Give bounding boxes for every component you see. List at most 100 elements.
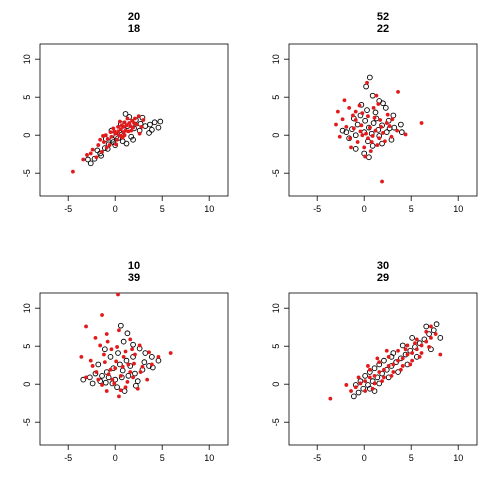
y-tick-label: 0 xyxy=(22,382,32,387)
y-tick-label: -5 xyxy=(22,169,32,177)
filled-dot-point xyxy=(334,122,338,127)
filled-dot-point xyxy=(379,124,384,129)
filled-dot-point xyxy=(366,364,370,368)
open-circle-point xyxy=(372,109,379,116)
filled-dot-point xyxy=(149,362,154,367)
filled-dot-point xyxy=(137,131,142,136)
filled-dot-point xyxy=(100,383,104,387)
filled-dot-point xyxy=(106,372,111,377)
filled-dot-point xyxy=(400,364,405,368)
filled-dot-point xyxy=(372,373,377,378)
x-tick-label: 0 xyxy=(113,453,118,463)
y-tick-label: 0 xyxy=(22,133,32,138)
filled-dot-point xyxy=(374,93,379,98)
filled-dot-point xyxy=(335,109,340,114)
y-tick-label: 5 xyxy=(271,95,281,100)
filled-dot-point xyxy=(378,118,383,122)
filled-dot-point xyxy=(358,129,363,134)
open-circle-point xyxy=(130,136,136,143)
open-circle-point xyxy=(141,359,148,366)
filled-dot-point xyxy=(366,114,370,119)
filled-dot-point xyxy=(128,370,133,374)
open-circle-point xyxy=(398,129,405,136)
filled-dot-point xyxy=(363,389,368,393)
open-circle-point xyxy=(381,357,387,364)
filled-dot-point xyxy=(427,345,431,349)
open-circle-point xyxy=(95,361,102,368)
open-circle-point xyxy=(146,130,152,136)
filled-dot-point xyxy=(121,354,126,359)
filled-dot-point xyxy=(349,145,353,150)
open-circle-point xyxy=(426,331,432,337)
filled-dot-point xyxy=(356,375,361,380)
open-circle-point xyxy=(122,111,129,117)
plot-frame xyxy=(39,292,229,446)
panel-top-right: 52 22 -5 0 5 10 -5 0 5 10 xyxy=(271,11,478,214)
filled-dot-point xyxy=(128,124,133,128)
filled-dot-point xyxy=(110,377,115,382)
filled-dot-point xyxy=(111,126,116,131)
open-circle-point xyxy=(151,119,158,126)
open-circle-point xyxy=(123,140,130,147)
open-circle-point xyxy=(398,121,404,128)
open-circle-point xyxy=(142,350,149,356)
filled-dot-point xyxy=(98,137,103,142)
panel-bottom-right: 30 29 -5 0 5 10 -5 0 5 10 xyxy=(271,260,478,463)
filled-dot-point xyxy=(414,347,419,352)
filled-dot-point xyxy=(429,335,433,340)
open-circle-point xyxy=(99,372,105,379)
filled-dot-point xyxy=(129,128,134,133)
filled-dot-point xyxy=(108,367,113,372)
filled-dot-point xyxy=(128,337,133,342)
filled-dot-point xyxy=(414,337,419,342)
filled-dot-point xyxy=(118,134,123,138)
open-circle-point xyxy=(133,382,139,389)
panel-title-line-1: 10 xyxy=(128,260,140,272)
filled-dot-point xyxy=(94,370,99,374)
filled-dot-point xyxy=(118,127,123,132)
filled-dot-point xyxy=(390,117,395,122)
open-circle-point xyxy=(132,370,138,377)
filled-dot-point xyxy=(120,364,125,369)
filled-dot-point xyxy=(391,362,396,367)
open-circle-point xyxy=(142,123,149,129)
panel-title-line-2: 18 xyxy=(128,23,140,35)
filled-dot-point xyxy=(119,123,124,128)
filled-dot-point xyxy=(123,349,128,354)
open-circle-point xyxy=(89,380,96,387)
filled-dot-point xyxy=(84,324,88,329)
filled-dot-point xyxy=(370,134,375,138)
x-tick-label: 10 xyxy=(204,453,214,463)
filled-dot-point xyxy=(105,339,110,344)
filled-dot-point xyxy=(362,145,367,150)
x-tick-label: -5 xyxy=(64,453,72,463)
filled-dot-point xyxy=(347,105,352,110)
filled-dot-point xyxy=(396,348,400,353)
filled-dot-point xyxy=(117,394,121,399)
filled-dot-point xyxy=(386,364,391,368)
filled-dot-point xyxy=(376,102,381,106)
open-circle-point xyxy=(355,389,362,396)
filled-dot-point xyxy=(372,381,377,386)
filled-dot-point xyxy=(90,147,95,152)
filled-dot-point xyxy=(372,115,377,120)
filled-dot-point xyxy=(168,351,173,355)
open-circle-point xyxy=(86,374,93,381)
filled-dot-point xyxy=(385,112,390,117)
filled-dot-point xyxy=(337,134,342,139)
filled-dot-point xyxy=(366,136,370,141)
open-circle-point xyxy=(114,384,120,391)
x-tick-label: -5 xyxy=(64,204,72,214)
panel-top-left: 20 18 -5 0 5 10 -5 0 5 10 xyxy=(22,11,229,214)
filled-dot-point xyxy=(124,123,129,128)
open-circle-point xyxy=(437,334,444,341)
open-circle-point xyxy=(339,127,346,134)
panel-title-line-1: 20 xyxy=(128,11,140,23)
filled-dot-point xyxy=(344,383,349,387)
filled-dot-point xyxy=(367,367,372,372)
filled-dot-point xyxy=(118,119,122,124)
filled-dot-point xyxy=(102,352,106,357)
filled-dot-point xyxy=(358,381,363,386)
filled-dot-point xyxy=(122,120,127,125)
panel-title-line-2: 39 xyxy=(128,272,140,284)
